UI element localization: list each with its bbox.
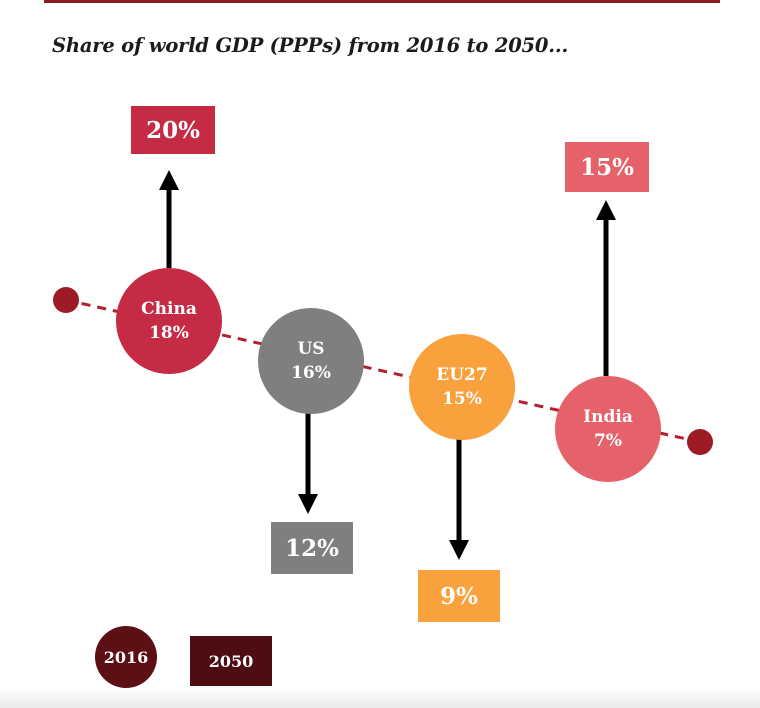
trend-end-dot <box>687 429 713 455</box>
india-2016-circle: India 7% <box>555 376 661 482</box>
china-2050-box: 20% <box>131 106 215 154</box>
page-title: Share of world GDP (PPPs) from 2016 to 2… <box>52 34 569 57</box>
legend-2016-circle: 2016 <box>95 626 157 688</box>
us-name: US <box>297 339 325 359</box>
india-name: India <box>583 407 633 427</box>
eu27-name: EU27 <box>436 365 488 385</box>
trend-dashed-line <box>65 298 701 444</box>
india-share-2016: 7% <box>594 431 622 451</box>
china-share-2016: 18% <box>149 323 189 343</box>
india-2050-box: 15% <box>565 142 649 192</box>
us-2016-circle: US 16% <box>258 308 364 414</box>
trend-start-dot <box>53 287 79 313</box>
china-2016-circle: China 18% <box>116 268 222 374</box>
eu27-2050-box: 9% <box>418 570 500 622</box>
legend-2050-box: 2050 <box>190 636 272 686</box>
us-2050-box: 12% <box>271 522 353 574</box>
top-rule <box>44 0 720 3</box>
us-share-2016: 16% <box>291 363 331 383</box>
eu27-2016-circle: EU27 15% <box>409 334 515 440</box>
china-name: China <box>141 299 197 319</box>
bottom-band <box>0 688 760 708</box>
eu27-share-2016: 15% <box>442 389 482 409</box>
